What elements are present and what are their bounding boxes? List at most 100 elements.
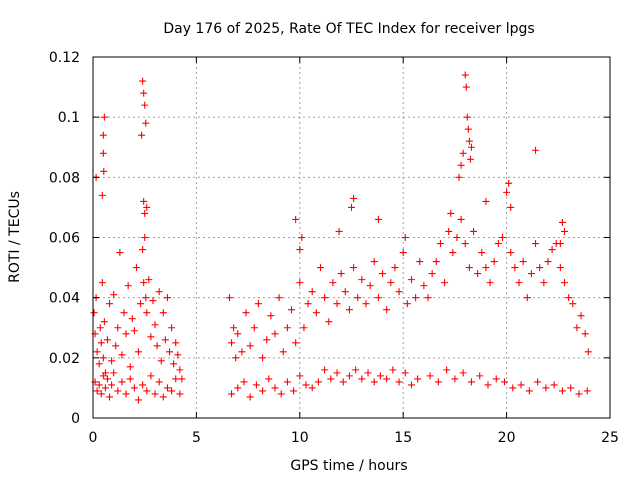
data-point [120, 309, 128, 317]
data-point [225, 294, 233, 302]
data-point [486, 279, 494, 287]
tick-labels: 0 5 10 15 20 25 0 0.02 0.04 0.06 0.08 0.1 0.12 [49, 50, 619, 446]
data-point [445, 227, 453, 235]
data-point [329, 279, 337, 287]
data-point [316, 264, 324, 272]
data-point [362, 300, 370, 308]
data-point [114, 324, 122, 332]
data-point [118, 351, 126, 359]
data-point [519, 258, 527, 266]
data-point [374, 215, 382, 223]
data-point [505, 179, 513, 187]
data-point [370, 378, 378, 386]
data-point [441, 279, 449, 287]
data-point [93, 387, 101, 395]
data-point [174, 351, 182, 359]
data-point [565, 294, 573, 302]
data-point [267, 312, 275, 320]
data-point [457, 215, 465, 223]
data-point [345, 372, 353, 380]
data-point [138, 131, 146, 139]
data-point [296, 246, 304, 254]
data-point [584, 348, 592, 356]
data-point [556, 264, 564, 272]
data-point [573, 324, 581, 332]
data-point [391, 264, 399, 272]
data-point [172, 375, 180, 383]
data-point [139, 77, 147, 85]
data-point [308, 384, 316, 392]
data-point [335, 227, 343, 235]
data-point [263, 336, 271, 344]
data-point [228, 390, 236, 398]
data-point [275, 294, 283, 302]
data-point [99, 354, 107, 362]
data-point [134, 348, 142, 356]
data-point [163, 384, 171, 392]
data-point [101, 384, 109, 392]
data-point [292, 339, 300, 347]
data-point [246, 342, 254, 350]
data-point [501, 378, 509, 386]
data-point [140, 197, 148, 205]
data-point [296, 372, 304, 380]
data-point [296, 279, 304, 287]
data-point [130, 384, 138, 392]
data-point [550, 381, 558, 389]
data-point [252, 381, 260, 389]
data-point [558, 218, 566, 226]
data-point [116, 249, 124, 257]
data-point [465, 137, 473, 145]
data-point [137, 300, 145, 308]
data-point [509, 384, 517, 392]
data-point [348, 203, 355, 211]
data-point [279, 348, 287, 356]
data-point [447, 209, 455, 217]
data-point [455, 173, 463, 181]
data-point [511, 264, 519, 272]
data-point [532, 240, 540, 248]
data-point [143, 387, 151, 395]
data-point [288, 306, 296, 314]
data-point [97, 390, 105, 398]
data-point [341, 288, 349, 296]
data-point [467, 378, 475, 386]
data-point [155, 378, 163, 386]
data-point [466, 155, 474, 163]
data-point [416, 258, 424, 266]
data-point [407, 276, 415, 284]
data-point [366, 282, 374, 290]
data-point [130, 327, 138, 335]
data-point [387, 279, 395, 287]
data-point [567, 384, 575, 392]
data-point [465, 264, 473, 272]
data-point [461, 240, 469, 248]
data-point [364, 369, 372, 377]
data-point [108, 357, 116, 365]
data-point [453, 234, 461, 241]
data-point [176, 390, 184, 398]
data-point [490, 258, 498, 266]
x-tick-label: 0 [89, 430, 98, 446]
data-point [376, 372, 384, 380]
data-point [157, 357, 165, 365]
data-point [110, 369, 118, 377]
data-point [503, 188, 511, 196]
data-point [151, 390, 159, 398]
data-point [374, 294, 382, 302]
data-point [283, 324, 291, 332]
data-point [124, 282, 132, 290]
data-point [110, 291, 118, 299]
data-point [482, 264, 490, 272]
data-point [134, 396, 142, 404]
data-point [126, 363, 134, 371]
data-point [467, 143, 475, 151]
x-tick-label: 15 [394, 430, 412, 446]
data-point [476, 372, 484, 380]
data-point [96, 324, 104, 332]
data-point [140, 89, 148, 97]
data-point [283, 378, 291, 386]
data-point [132, 264, 140, 272]
data-point [312, 309, 320, 317]
data-point [561, 279, 569, 287]
